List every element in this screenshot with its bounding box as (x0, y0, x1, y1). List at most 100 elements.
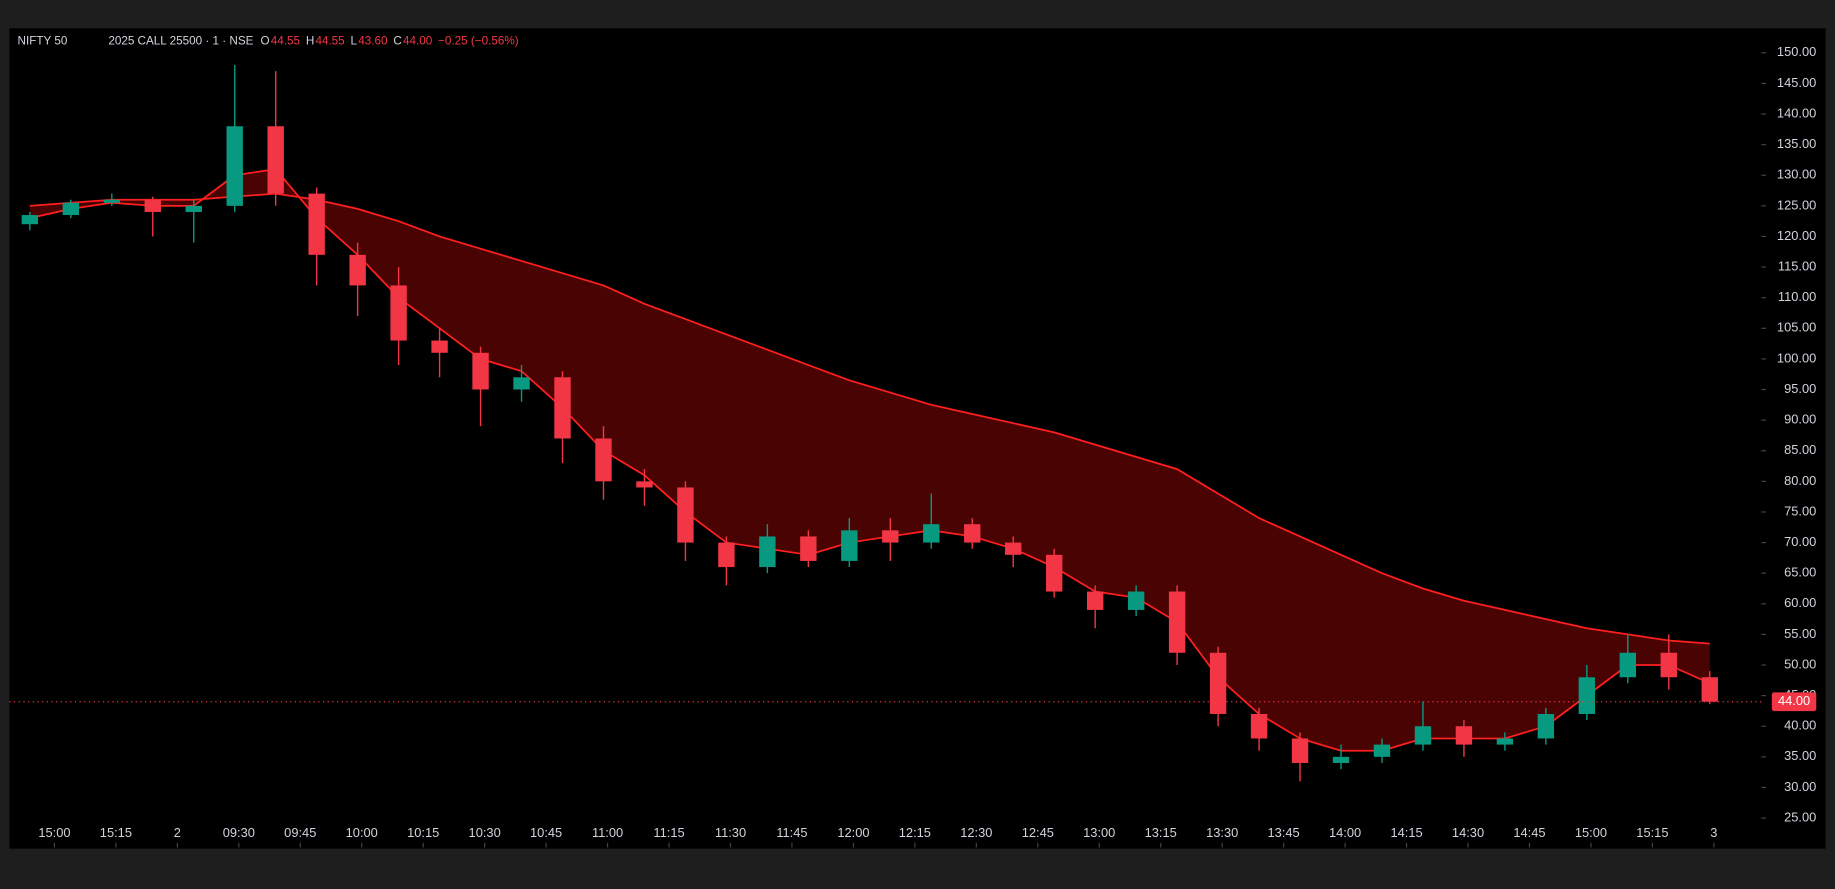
candle-body (431, 340, 448, 353)
x-tick-label: 12:15 (899, 825, 931, 840)
ohlc-key: L (351, 34, 358, 47)
y-tick-label: 80.00 (1784, 473, 1816, 488)
candle-body (1455, 726, 1473, 745)
candle-body (718, 542, 735, 568)
candle-body (595, 438, 612, 482)
last-price-label: 44.00 (1778, 693, 1810, 708)
candle-body (308, 193, 325, 255)
x-tick-label: 10:15 (407, 825, 439, 840)
candle-body (226, 126, 243, 206)
y-tick-label: 115.00 (1778, 258, 1816, 273)
candle-body (1127, 591, 1145, 610)
ohlc-key: O (260, 34, 269, 47)
x-tick-label: 15:15 (1636, 825, 1668, 840)
candle-body (759, 536, 776, 568)
candle-body (1250, 713, 1268, 739)
y-tick-label: 145.00 (1777, 75, 1816, 90)
y-tick-label: 130.00 (1777, 167, 1816, 182)
ohlc-value: 44.00 (403, 34, 433, 47)
candle-body (62, 202, 80, 216)
x-tick-label: 14:45 (1513, 825, 1545, 840)
y-tick-label: 95.00 (1784, 381, 1816, 396)
y-tick-label: 120.00 (1777, 228, 1816, 243)
y-tick-label: 50.00 (1784, 656, 1816, 671)
candle-body (390, 285, 407, 341)
candle-body (144, 199, 161, 212)
ohlc-value: 44.55 (271, 34, 301, 47)
instrument: 2025 CALL 25500 · 1 · NSE (108, 34, 253, 47)
candle-body (554, 377, 571, 439)
plot: 25.0030.0035.0040.0045.0050.0055.0060.00… (9, 44, 1817, 848)
y-tick-label: 35.00 (1784, 748, 1816, 763)
ohlc-key: H (306, 34, 314, 47)
change: −0.25 (−0.56%) (438, 34, 519, 47)
candle-body (1086, 591, 1104, 610)
y-tick-label: 55.00 (1784, 626, 1816, 641)
x-tick-label: 15:00 (1575, 825, 1607, 840)
candle-body (841, 530, 858, 561)
ohlc-value: 44.55 (315, 34, 345, 47)
candle-body (185, 205, 202, 212)
candle-body (513, 377, 530, 390)
x-tick-label: 14:30 (1452, 825, 1484, 840)
candle-body (103, 199, 120, 203)
candle-body (1537, 713, 1555, 739)
candle-body (1373, 744, 1391, 757)
x-tick-label: 15:15 (100, 825, 132, 840)
candle-body (677, 487, 694, 543)
x-tick-label: 11:45 (776, 825, 807, 840)
y-tick-label: 60.00 (1784, 595, 1816, 610)
candle-body (1496, 738, 1514, 745)
candle-body (1209, 652, 1227, 714)
y-tick-label: 70.00 (1784, 534, 1816, 549)
candle-body (21, 215, 39, 225)
candle-body (1291, 738, 1309, 763)
x-tick-label: 13:45 (1268, 825, 1300, 840)
x-tick-label: 13:00 (1083, 825, 1115, 840)
y-tick-label: 75.00 (1784, 503, 1816, 518)
candle-body (267, 126, 284, 194)
candle-body (472, 352, 489, 390)
x-tick-label: 15:00 (38, 825, 70, 840)
y-tick-label: 25.00 (1784, 809, 1816, 824)
y-tick-label: 150.00 (1777, 44, 1816, 59)
candle-body (964, 524, 981, 543)
symbol: NIFTY 50 (18, 34, 68, 47)
y-tick-label: 100.00 (1777, 350, 1816, 365)
y-tick-label: 85.00 (1784, 442, 1816, 457)
candle-body (1332, 756, 1350, 763)
x-tick-label: 13:30 (1206, 825, 1238, 840)
x-tick-label: 11:00 (592, 825, 623, 840)
y-tick-label: 125.00 (1777, 197, 1816, 212)
y-tick-label: 140.00 (1777, 105, 1816, 120)
x-tick-label: 09:45 (284, 825, 316, 840)
y-tick-label: 105.00 (1777, 320, 1816, 335)
y-tick-label: 40.00 (1784, 718, 1816, 733)
candle-body (1660, 652, 1677, 678)
x-tick-label: 12:30 (960, 825, 992, 840)
candle-body (1578, 677, 1596, 714)
candle-body (636, 481, 653, 488)
last-price-badge (1771, 692, 1817, 712)
y-tick-label: 65.00 (1784, 565, 1816, 580)
ohlc-key: C (393, 34, 401, 47)
y-tick-label: 135.00 (1777, 136, 1816, 151)
x-tick-label: 11:15 (653, 825, 684, 840)
x-tick-label: 12:45 (1022, 825, 1054, 840)
candle-body (1168, 591, 1186, 653)
ribbon-fill (29, 169, 1710, 751)
x-tick-label: 10:45 (530, 825, 562, 840)
candle-body (349, 254, 366, 286)
candle-body (1045, 554, 1063, 592)
x-tick-label: 2 (174, 825, 181, 840)
candle-body (1701, 677, 1718, 702)
x-tick-label: 10:30 (469, 825, 501, 840)
candle-body (882, 530, 899, 543)
ohlc-value: 43.60 (358, 34, 388, 47)
x-tick-label: 14:15 (1390, 825, 1422, 840)
y-tick-label: 110.00 (1778, 289, 1816, 304)
candle-body (1619, 652, 1637, 678)
candle-body (800, 536, 817, 561)
